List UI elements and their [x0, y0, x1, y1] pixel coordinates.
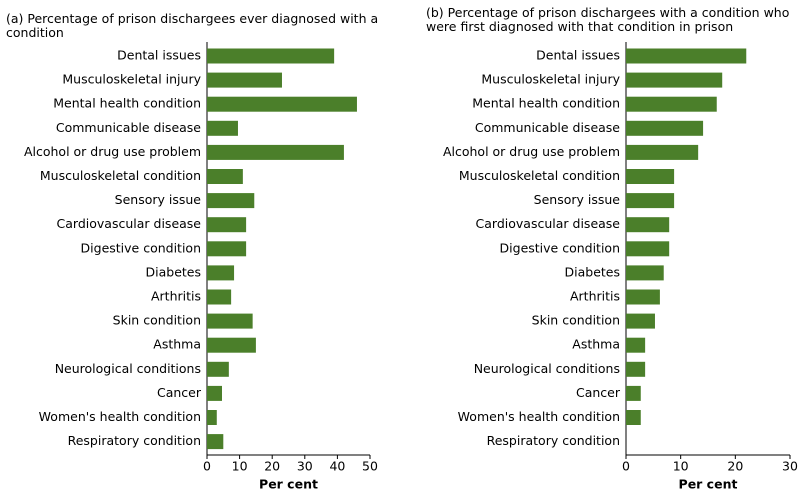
- bar: [207, 361, 229, 377]
- y-tick-label: Asthma: [572, 337, 620, 352]
- y-tick-label: Musculoskeletal condition: [40, 168, 201, 183]
- chart-title: (a) Percentage of prison dischargees eve…: [6, 11, 379, 40]
- y-tick-label: Sensory issue: [115, 192, 202, 207]
- bar: [207, 120, 238, 136]
- bar: [626, 96, 717, 112]
- bar: [626, 120, 704, 136]
- y-tick-label: Communicable disease: [475, 120, 620, 135]
- y-tick-label: Women's health condition: [458, 409, 620, 424]
- bar: [626, 313, 655, 329]
- y-tick-label: Cardiovascular disease: [476, 216, 621, 231]
- bar: [207, 48, 335, 64]
- bar: [626, 265, 664, 281]
- bar: [626, 193, 675, 209]
- x-tick-label: 10: [232, 459, 248, 474]
- y-tick-label: Arthritis: [151, 289, 201, 304]
- y-tick-label: Communicable disease: [56, 120, 201, 135]
- y-tick-label: Arthritis: [570, 289, 620, 304]
- bar: [626, 48, 747, 64]
- x-tick-label: 50: [362, 459, 378, 474]
- y-tick-label: Digestive condition: [81, 240, 201, 255]
- y-tick-label: Cardiovascular disease: [57, 216, 202, 231]
- bar: [626, 72, 723, 88]
- bar: [626, 144, 699, 160]
- y-tick-label: Respiratory condition: [68, 433, 201, 448]
- x-tick-label: 30: [297, 459, 313, 474]
- bar: [207, 289, 232, 305]
- y-tick-label: Digestive condition: [500, 240, 620, 255]
- x-tick-label: 10: [673, 459, 689, 474]
- bar: [626, 241, 670, 257]
- bar: [626, 410, 641, 425]
- y-tick-label: Skin condition: [532, 313, 620, 328]
- x-tick-label: 20: [727, 459, 743, 474]
- y-tick-label: Alcohol or drug use problem: [443, 144, 620, 159]
- bar: [626, 361, 646, 377]
- bar: [207, 434, 224, 450]
- bar: [207, 96, 357, 112]
- bar: [626, 217, 670, 233]
- y-tick-label: Asthma: [153, 337, 201, 352]
- bar: [207, 265, 235, 281]
- y-tick-label: Alcohol or drug use problem: [24, 144, 201, 159]
- y-tick-label: Sensory issue: [534, 192, 621, 207]
- x-axis-label: Per cent: [259, 477, 318, 492]
- bar: [626, 385, 641, 401]
- bar: [626, 169, 675, 184]
- bar: [207, 337, 256, 353]
- bar: [207, 169, 243, 184]
- y-tick-label: Cancer: [157, 385, 202, 400]
- bar: [207, 72, 282, 88]
- x-tick-label: 20: [264, 459, 280, 474]
- y-tick-label: Musculoskeletal condition: [459, 168, 620, 183]
- bar: [207, 410, 217, 425]
- y-tick-label: Respiratory condition: [487, 433, 620, 448]
- y-tick-label: Musculoskeletal injury: [62, 72, 201, 87]
- bar: [207, 385, 222, 401]
- bar: [207, 144, 344, 160]
- bar: [207, 193, 255, 209]
- x-tick-label: 0: [622, 459, 630, 474]
- y-tick-label: Mental health condition: [53, 96, 201, 111]
- y-tick-label: Diabetes: [146, 264, 202, 279]
- bar: [626, 337, 646, 353]
- y-tick-label: Women's health condition: [39, 409, 201, 424]
- y-tick-label: Neurological conditions: [474, 361, 620, 376]
- bar: [207, 313, 253, 329]
- y-tick-label: Mental health condition: [472, 96, 620, 111]
- y-tick-label: Neurological conditions: [55, 361, 201, 376]
- x-tick-label: 0: [203, 459, 211, 474]
- bar: [207, 241, 247, 257]
- y-tick-label: Cancer: [576, 385, 621, 400]
- y-tick-label: Musculoskeletal injury: [481, 72, 620, 87]
- y-tick-label: Skin condition: [113, 313, 201, 328]
- x-tick-label: 40: [329, 459, 345, 474]
- bar: [626, 289, 660, 305]
- y-tick-label: Dental issues: [117, 48, 201, 63]
- y-tick-label: Diabetes: [565, 264, 621, 279]
- bar: [207, 217, 247, 233]
- y-tick-label: Dental issues: [536, 48, 620, 63]
- x-axis-label: Per cent: [679, 477, 738, 492]
- chart-title: (b) Percentage of prison dischargees wit…: [426, 5, 790, 34]
- x-tick-label: 30: [782, 459, 798, 474]
